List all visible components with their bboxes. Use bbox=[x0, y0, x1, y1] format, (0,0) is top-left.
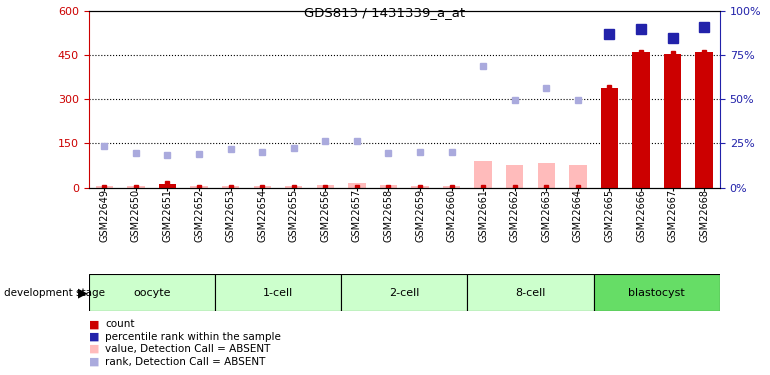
Text: 8-cell: 8-cell bbox=[515, 288, 546, 297]
Text: count: count bbox=[105, 320, 135, 329]
Text: GSM22650: GSM22650 bbox=[131, 189, 141, 242]
Bar bbox=[380, 185, 397, 188]
Text: rank, Detection Call = ABSENT: rank, Detection Call = ABSENT bbox=[105, 357, 266, 366]
Text: 1-cell: 1-cell bbox=[263, 288, 293, 297]
Text: GSM22658: GSM22658 bbox=[383, 189, 393, 242]
Bar bbox=[95, 186, 113, 188]
Text: GSM22667: GSM22667 bbox=[668, 189, 678, 242]
Text: GSM22653: GSM22653 bbox=[226, 189, 236, 242]
Text: GSM22656: GSM22656 bbox=[320, 189, 330, 242]
Bar bbox=[601, 88, 618, 188]
Text: blastocyst: blastocyst bbox=[628, 288, 685, 297]
Bar bbox=[569, 165, 587, 188]
Text: GSM22662: GSM22662 bbox=[510, 189, 520, 242]
Text: GSM22654: GSM22654 bbox=[257, 189, 267, 242]
Text: GSM22652: GSM22652 bbox=[194, 189, 204, 243]
Bar bbox=[443, 186, 460, 188]
Text: development stage: development stage bbox=[4, 288, 105, 297]
Bar bbox=[506, 165, 524, 188]
Text: GSM22651: GSM22651 bbox=[162, 189, 172, 242]
Text: ■: ■ bbox=[89, 344, 99, 354]
Text: ■: ■ bbox=[89, 357, 99, 366]
Text: GSM22659: GSM22659 bbox=[415, 189, 425, 242]
Bar bbox=[215, 274, 341, 311]
Text: GSM22664: GSM22664 bbox=[573, 189, 583, 242]
Text: GSM22649: GSM22649 bbox=[99, 189, 109, 242]
Bar bbox=[411, 186, 429, 188]
Text: GSM22655: GSM22655 bbox=[289, 189, 299, 243]
Bar bbox=[222, 186, 239, 188]
Text: GSM22665: GSM22665 bbox=[604, 189, 614, 242]
Bar bbox=[190, 186, 208, 188]
Bar bbox=[537, 162, 555, 188]
Bar bbox=[341, 274, 467, 311]
Bar bbox=[127, 186, 145, 188]
Text: GSM22668: GSM22668 bbox=[699, 189, 709, 242]
Text: GSM22663: GSM22663 bbox=[541, 189, 551, 242]
Text: oocyte: oocyte bbox=[133, 288, 170, 297]
Text: 2-cell: 2-cell bbox=[389, 288, 420, 297]
Text: ■: ■ bbox=[89, 320, 99, 329]
Text: GSM22661: GSM22661 bbox=[478, 189, 488, 242]
Text: GSM22666: GSM22666 bbox=[636, 189, 646, 242]
Text: ■: ■ bbox=[89, 332, 99, 342]
Bar bbox=[632, 53, 650, 188]
Bar bbox=[594, 274, 720, 311]
Bar bbox=[664, 54, 681, 188]
Text: GDS813 / 1431339_a_at: GDS813 / 1431339_a_at bbox=[304, 6, 466, 19]
Bar bbox=[316, 184, 334, 188]
Bar bbox=[695, 53, 713, 188]
Bar bbox=[474, 161, 492, 188]
Text: percentile rank within the sample: percentile rank within the sample bbox=[105, 332, 281, 342]
Text: ▶: ▶ bbox=[79, 286, 88, 299]
Text: GSM22660: GSM22660 bbox=[447, 189, 457, 242]
Bar bbox=[467, 274, 594, 311]
Text: GSM22657: GSM22657 bbox=[352, 189, 362, 243]
Bar bbox=[285, 186, 303, 188]
Bar bbox=[159, 184, 176, 188]
Bar bbox=[348, 183, 366, 188]
Bar bbox=[253, 186, 271, 188]
Text: value, Detection Call = ABSENT: value, Detection Call = ABSENT bbox=[105, 344, 271, 354]
Bar bbox=[89, 274, 215, 311]
